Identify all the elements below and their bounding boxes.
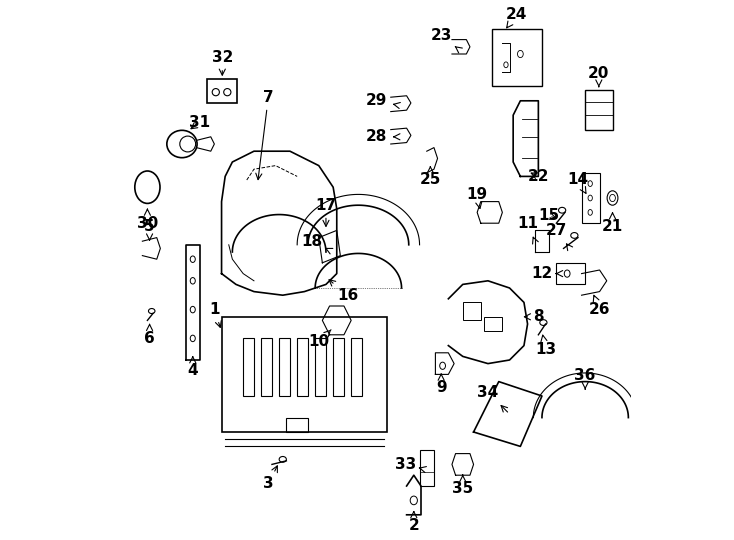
Text: 11: 11 — [517, 215, 538, 244]
Text: 10: 10 — [308, 330, 331, 349]
Text: 26: 26 — [589, 295, 610, 317]
Text: 23: 23 — [430, 29, 462, 53]
Text: 3: 3 — [263, 466, 277, 491]
Text: 34: 34 — [477, 385, 508, 412]
Text: 32: 32 — [211, 50, 233, 75]
Text: 33: 33 — [395, 457, 426, 472]
Text: 18: 18 — [301, 234, 333, 254]
Text: 17: 17 — [316, 198, 336, 226]
Text: 14: 14 — [567, 172, 589, 193]
Text: 6: 6 — [144, 325, 155, 346]
Text: 16: 16 — [329, 280, 358, 303]
Text: 22: 22 — [528, 169, 549, 184]
Text: 5: 5 — [145, 219, 155, 240]
Text: 9: 9 — [436, 374, 446, 395]
Text: 35: 35 — [452, 475, 473, 496]
Text: 31: 31 — [189, 115, 211, 130]
Text: 24: 24 — [506, 7, 528, 28]
Text: 7: 7 — [255, 90, 274, 180]
Text: 27: 27 — [545, 223, 573, 251]
Text: 20: 20 — [588, 66, 609, 86]
Text: 8: 8 — [524, 309, 544, 325]
Text: 15: 15 — [539, 208, 560, 224]
Text: 30: 30 — [137, 209, 158, 231]
Text: 13: 13 — [535, 335, 556, 357]
Text: 19: 19 — [467, 187, 487, 208]
Text: 1: 1 — [209, 302, 221, 327]
Text: 25: 25 — [420, 166, 441, 187]
Text: 28: 28 — [366, 129, 400, 144]
Text: 36: 36 — [575, 368, 596, 389]
Text: 4: 4 — [187, 357, 198, 379]
Text: 2: 2 — [408, 511, 419, 533]
Text: 12: 12 — [531, 266, 563, 281]
Text: 21: 21 — [602, 213, 623, 234]
Text: 29: 29 — [366, 93, 400, 109]
